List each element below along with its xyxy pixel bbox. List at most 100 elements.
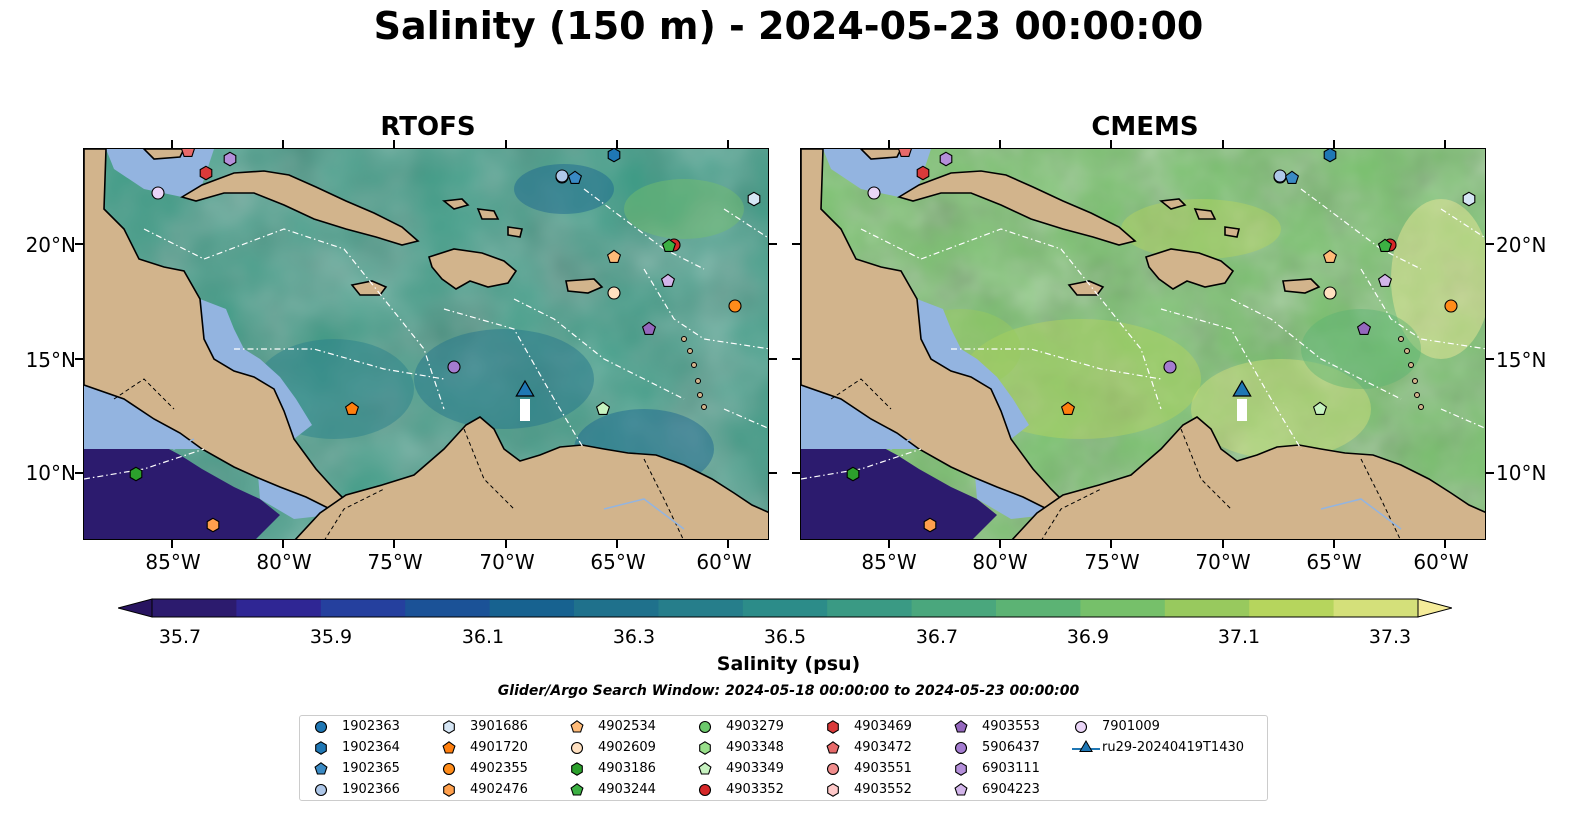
circle-icon [570,741,584,755]
hexagon-icon [571,762,583,776]
eez-boundary [1440,208,1485,239]
glider-ru29-marker [515,379,535,397]
legend-label: 4903552 [854,782,912,797]
colorbar-segment [996,599,1081,617]
land-mass [441,198,470,210]
float-marker-5906437 [447,360,461,374]
float-marker-6903111 [939,151,953,167]
land-mass [1224,226,1240,238]
continental-shelf [801,385,919,449]
float-marker-4903244 [661,238,677,252]
colorbar-segment [658,599,744,617]
land-mass [142,149,185,160]
lon-label-60w-cmems: 60°W [1413,550,1469,574]
colorbar-tick-37-3: 37.3 [1368,626,1412,648]
float-marker-4903553 [1356,321,1372,335]
country-border [643,458,684,539]
colorbar-tick-36-3: 36.3 [612,626,656,648]
glider-track [520,399,530,421]
hexagon-icon [699,741,711,755]
colorbar-segment [911,599,997,617]
pentagon-icon [954,720,968,733]
colorbar-segment [742,599,828,617]
land-mass [1158,198,1187,210]
panel-title-cmems: CMEMS [1091,112,1199,142]
continental-shelf [200,299,312,439]
eez-boundary [1160,308,1302,450]
colorbar-segment [1249,599,1335,617]
circle-icon [698,783,712,797]
lat-label-15n-left: 15°N [25,348,76,372]
circle-icon [698,720,712,734]
island [1398,336,1404,342]
lon-label-70w-cmems: 70°W [1195,550,1251,574]
eez-boundary [860,228,922,260]
legend-label: 4903551 [854,761,912,776]
float-marker-7901009 [867,186,881,200]
float-marker-4902476 [923,517,937,533]
eez-boundary [513,298,685,400]
float-marker-1902365 [567,170,583,184]
float-marker-4903244 [1377,238,1393,252]
colorbar-extend-high [1417,598,1452,618]
eez-boundary [643,268,768,350]
colorbar-frame [151,598,1419,618]
legend-label: ru29-20240419T1430 [1102,740,1245,755]
float-marker-4901720 [1060,401,1076,415]
river [860,428,912,450]
triangle-icon [1072,740,1100,752]
float-marker-6903111 [223,151,237,167]
land-mass [294,416,768,539]
float-marker-4903349 [1312,401,1328,415]
land-mass [1282,278,1321,294]
continental-shelf [258,475,346,519]
eez-boundary [723,208,768,239]
island [697,392,703,398]
lon-label-65w-cmems: 65°W [1306,550,1362,574]
legend-label: 4903244 [598,782,656,797]
circle-icon [314,783,328,797]
float-marker-4902534 [606,249,622,263]
colorbar-extend-low [118,598,153,618]
figure-title: Salinity (150 m) - 2024-05-23 00:00:00 [373,4,1204,48]
float-marker-4903186 [846,466,860,482]
lat-label-15n-right: 15°N [1496,348,1547,372]
colorbar-segment [405,599,491,617]
eez-boundary [443,308,585,450]
continental-shelf [823,149,931,197]
legend-label: 4903352 [726,782,784,797]
island [701,404,707,410]
lon-label-65w-rtofs: 65°W [590,550,646,574]
colorbar-tick-36-9: 36.9 [1066,626,1110,648]
colorbar-label: Salinity (psu) [716,653,861,675]
legend-label: 4902476 [470,782,528,797]
float-marker-4903553 [641,321,657,335]
float-marker-7901009 [151,186,165,200]
island [1412,378,1418,384]
land-mass [801,149,1065,510]
lat-label-20n-left: 20°N [25,233,76,257]
legend-label: 4902609 [598,740,656,755]
country-border [1180,428,1232,510]
circle-icon [826,762,840,776]
island [1414,392,1420,398]
lat-label-10n-left: 10°N [25,461,76,485]
island [695,378,701,384]
circle-icon [314,720,328,734]
legend-label: 4902355 [470,761,528,776]
legend-label: 4903472 [854,740,912,755]
float-marker-5906437 [1163,360,1177,374]
legend-label: 6903111 [982,761,1040,776]
land-mass [180,170,420,246]
island [1404,348,1410,354]
salinity-patch [414,329,594,429]
legend-label: 1902366 [342,782,400,797]
float-marker-4903469 [916,165,930,181]
land-mass [897,170,1137,246]
float-marker-1902364 [607,149,621,163]
float-marker-3901686 [1462,191,1476,207]
colorbar-tick-36-5: 36.5 [763,626,807,648]
land-mass [507,226,523,238]
glider-ru29-marker [1232,379,1252,397]
